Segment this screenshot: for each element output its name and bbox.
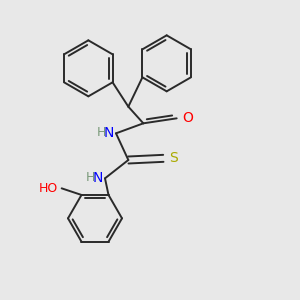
- Text: O: O: [183, 111, 194, 125]
- Text: HO: HO: [38, 182, 58, 195]
- Text: H: H: [85, 171, 95, 184]
- Text: S: S: [169, 151, 178, 165]
- Text: H: H: [97, 126, 106, 139]
- Text: N: N: [103, 126, 114, 140]
- Text: N: N: [93, 171, 103, 185]
